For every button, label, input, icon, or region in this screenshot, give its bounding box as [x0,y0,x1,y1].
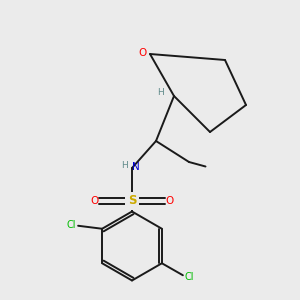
Text: O: O [165,196,174,206]
Text: O: O [138,47,147,58]
Text: O: O [90,196,99,206]
Text: H: H [157,88,164,97]
Text: Cl: Cl [67,220,76,230]
Text: H: H [121,160,128,169]
Text: Cl: Cl [185,272,194,282]
Text: N: N [132,161,140,172]
Text: S: S [128,194,136,208]
